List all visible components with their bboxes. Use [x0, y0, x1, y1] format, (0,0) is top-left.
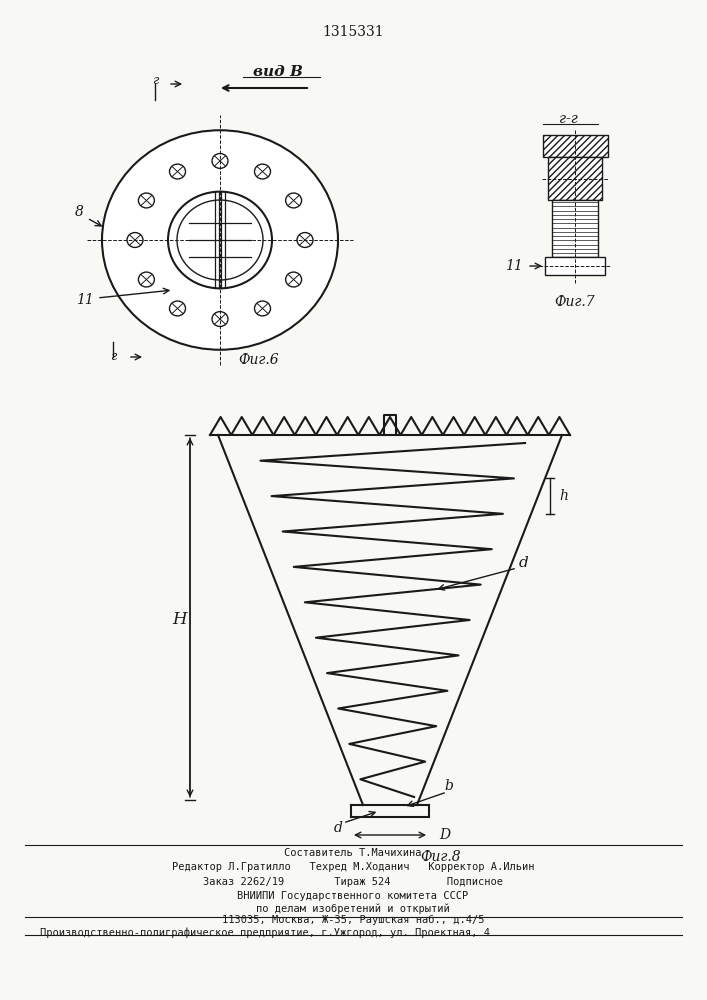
- Ellipse shape: [139, 193, 154, 208]
- Text: по делам изобретений и открытий: по делам изобретений и открытий: [256, 904, 450, 914]
- Text: Фиг.6: Фиг.6: [238, 353, 279, 367]
- Ellipse shape: [168, 192, 272, 288]
- Ellipse shape: [139, 272, 154, 287]
- Bar: [548, 157, 602, 200]
- Ellipse shape: [177, 200, 263, 280]
- Text: 1315331: 1315331: [322, 25, 384, 39]
- Bar: [552, 200, 598, 257]
- Ellipse shape: [102, 130, 338, 350]
- Text: h: h: [559, 489, 568, 503]
- Text: d: d: [519, 556, 529, 570]
- Text: Редактор Л.Гратилло   Техред М.Ходанич   Корректор А.Ильин: Редактор Л.Гратилло Техред М.Ходанич Кор…: [172, 862, 534, 872]
- Text: d: d: [334, 821, 342, 835]
- Text: D: D: [439, 828, 450, 842]
- Ellipse shape: [297, 233, 313, 247]
- Ellipse shape: [127, 233, 143, 247]
- Text: 11: 11: [76, 293, 94, 307]
- Ellipse shape: [170, 301, 185, 316]
- Text: 11: 11: [506, 259, 523, 273]
- Ellipse shape: [255, 301, 271, 316]
- Ellipse shape: [286, 272, 302, 287]
- Bar: [542, 135, 607, 157]
- Bar: [545, 257, 605, 275]
- Text: b: b: [445, 779, 453, 793]
- Text: H: H: [173, 611, 187, 629]
- Text: вид В: вид В: [253, 65, 303, 79]
- Ellipse shape: [212, 154, 228, 168]
- Bar: [548, 157, 602, 200]
- Bar: [542, 135, 607, 157]
- Text: 8: 8: [75, 205, 84, 219]
- Ellipse shape: [255, 164, 271, 179]
- Text: Фиг.7: Фиг.7: [555, 295, 595, 309]
- Text: г: г: [110, 351, 116, 363]
- Text: Производственно-полиграфическое предприятие, г.Ужгород, ул. Проектная, 4: Производственно-полиграфическое предприя…: [40, 928, 490, 938]
- Text: 113035, Москва, Ж-35, Раушская наб., д.4/5: 113035, Москва, Ж-35, Раушская наб., д.4…: [222, 915, 484, 925]
- Text: Заказ 2262/19        Тираж 524         Подписное: Заказ 2262/19 Тираж 524 Подписное: [203, 877, 503, 887]
- Text: г: г: [152, 74, 158, 87]
- Text: ВНИИПИ Государственного комитета СССР: ВНИИПИ Государственного комитета СССР: [238, 891, 469, 901]
- Ellipse shape: [286, 193, 302, 208]
- Text: Составитель Т.Мачихина: Составитель Т.Мачихина: [284, 848, 422, 858]
- Text: Фиг.8: Фиг.8: [420, 850, 461, 864]
- Text: г-г: г-г: [559, 112, 578, 126]
- Ellipse shape: [170, 164, 185, 179]
- Ellipse shape: [212, 312, 228, 326]
